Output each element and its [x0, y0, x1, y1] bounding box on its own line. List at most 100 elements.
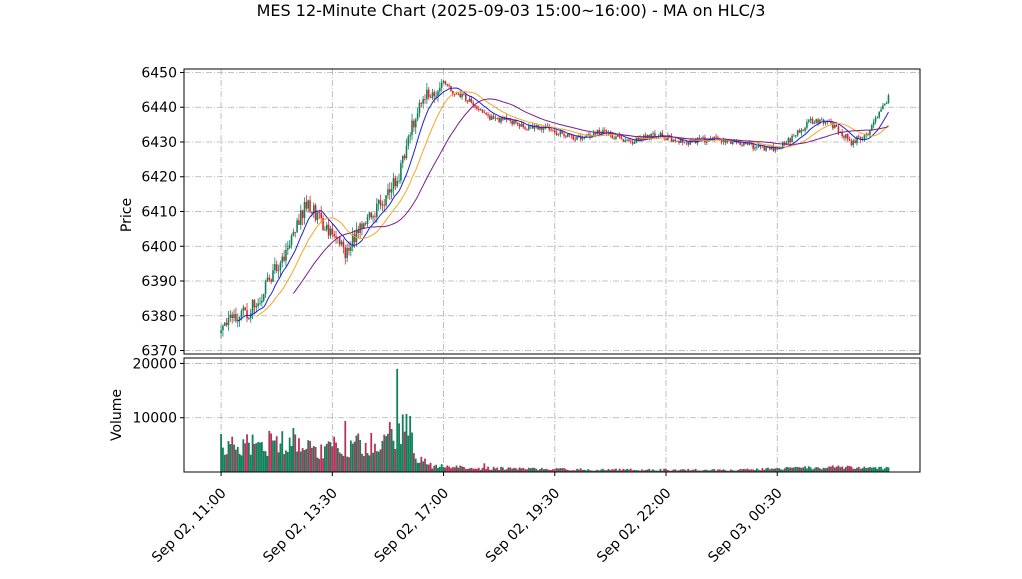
candle-body: [342, 241, 345, 248]
volume-bar: [802, 467, 805, 472]
candle-body: [500, 117, 502, 123]
candle-body: [576, 136, 578, 140]
volume-bar: [882, 469, 884, 472]
volume-bar: [309, 440, 311, 472]
volume-bar: [557, 468, 560, 472]
candle-body: [767, 147, 769, 148]
volume-bar: [483, 463, 486, 472]
candle-body: [464, 94, 467, 101]
volume-bar: [863, 466, 866, 472]
candle-body: [266, 277, 269, 282]
candle-body: [238, 316, 241, 320]
candle-body: [793, 135, 795, 137]
volume-bar: [878, 466, 881, 472]
volume-bar: [425, 464, 428, 472]
volume-bar: [394, 448, 397, 472]
volume-bar: [290, 445, 293, 472]
volume-bar: [429, 462, 432, 472]
candle-body: [800, 129, 803, 133]
volume-bar: [678, 470, 680, 472]
volume-bar: [607, 469, 610, 472]
candle-body: [303, 202, 306, 218]
candle-body: [548, 126, 551, 130]
volume-bar: [420, 456, 423, 472]
volume-bar: [418, 462, 421, 472]
volume-bar: [874, 467, 877, 472]
candle-body: [225, 322, 228, 326]
candle-body: [561, 131, 563, 134]
candle-body: [739, 142, 741, 145]
candle-body: [637, 137, 640, 141]
volume-bar: [453, 467, 456, 472]
candle-body: [526, 128, 528, 130]
volume-bar: [286, 451, 289, 472]
candle-body: [579, 136, 582, 140]
candle-body: [661, 133, 664, 136]
candle-body: [468, 98, 471, 102]
volume-bar: [776, 467, 779, 472]
candle-body: [314, 205, 317, 220]
volume-bar: [501, 467, 504, 472]
candle-body: [409, 135, 411, 137]
volume-bar: [233, 444, 235, 472]
candle-body: [311, 211, 313, 214]
candle-body: [693, 140, 695, 141]
candle-body: [331, 228, 334, 235]
volume-bar: [629, 468, 632, 472]
volume-bar: [355, 435, 358, 472]
x-tick-label: Sep 03, 00:30: [705, 485, 786, 566]
candle-body: [433, 92, 436, 97]
candle-body: [533, 125, 536, 129]
volume-bar: [292, 428, 295, 472]
candle-body: [870, 125, 873, 131]
candle-body: [398, 180, 400, 182]
candle-body: [880, 109, 882, 112]
candle-body: [376, 203, 378, 217]
volume-bar: [594, 470, 597, 472]
volume-bar: [752, 469, 755, 472]
volume-bar: [783, 468, 786, 472]
volume-bar: [852, 468, 855, 472]
volume-bar: [624, 469, 627, 472]
volume-bar: [544, 468, 547, 472]
volume-bar: [759, 470, 762, 472]
volume-bar: [618, 468, 621, 472]
volume-bar: [407, 435, 410, 472]
candle-body: [470, 98, 473, 103]
volume-bar: [702, 470, 704, 472]
volume-bar: [220, 434, 222, 472]
volume-bar: [527, 467, 530, 472]
volume-bar: [379, 449, 382, 472]
volume-bar: [268, 430, 271, 472]
volume-bar: [518, 467, 521, 472]
volume-bar: [257, 442, 260, 472]
volume-bar: [333, 436, 336, 472]
volume-bar: [661, 470, 664, 472]
volume-bar: [707, 470, 710, 472]
volume-bar: [650, 470, 653, 472]
volume-bar: [615, 468, 617, 472]
volume-bar: [794, 466, 797, 472]
volume-bar: [546, 469, 549, 472]
candle-body: [531, 125, 534, 129]
candle-body: [613, 138, 615, 139]
volume-bar: [342, 455, 345, 472]
volume-bar: [299, 451, 302, 472]
candle-body: [325, 224, 328, 230]
volume-bar: [670, 470, 673, 472]
candle-body: [872, 122, 875, 126]
candle-body: [463, 93, 465, 95]
volume-bar: [835, 466, 838, 472]
volume-bar: [323, 446, 326, 472]
candle-body: [268, 277, 271, 280]
volume-bar: [537, 470, 539, 472]
candle-body: [794, 135, 797, 137]
volume-tick-label: 10000: [132, 411, 177, 427]
candle-body: [720, 139, 723, 142]
candle-body: [726, 140, 728, 143]
volume-bar: [705, 469, 708, 472]
candle-body: [852, 140, 855, 146]
candle-body: [833, 124, 836, 129]
candle-body: [806, 122, 808, 128]
volume-bar: [318, 458, 321, 472]
